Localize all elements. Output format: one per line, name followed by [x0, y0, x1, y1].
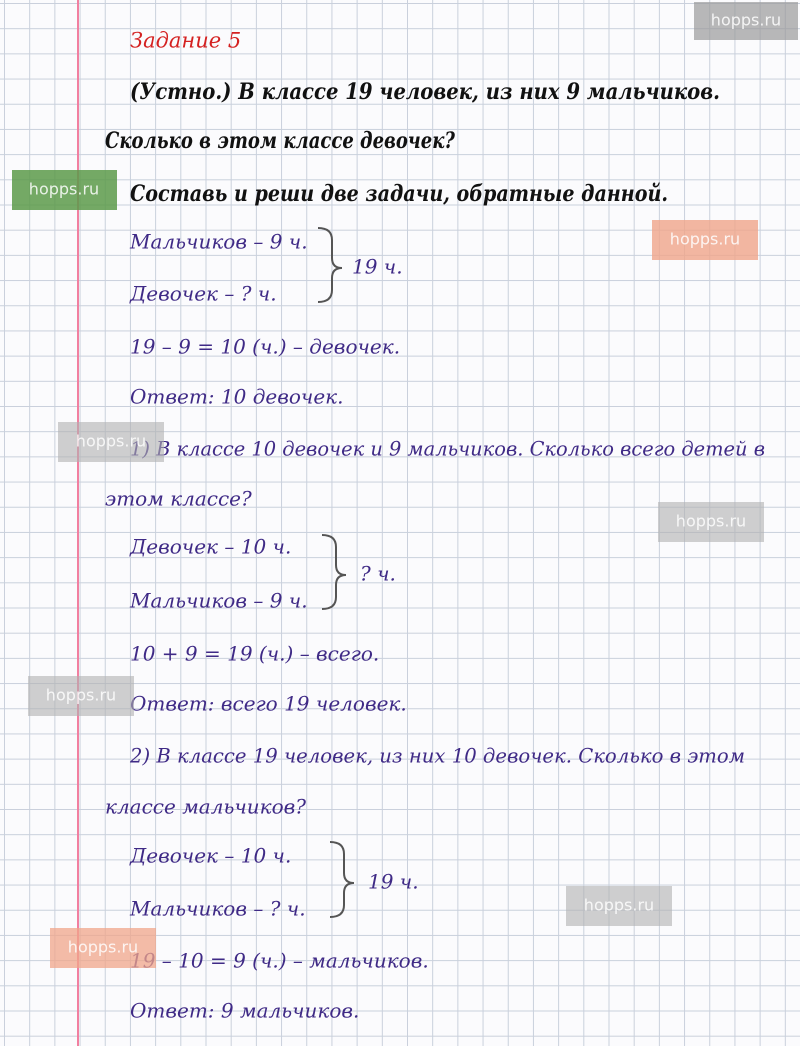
equation: 19 – 9 = 10 (ч.) – девочек. — [130, 335, 400, 359]
scheme-row: Мальчиков – ? ч. — [129, 897, 306, 921]
task-title: Задание 5 — [130, 29, 241, 53]
brace — [329, 841, 355, 918]
watermark: hopps.ru — [58, 422, 164, 462]
task-line: Сколько в этом классе девочек? — [105, 128, 456, 154]
watermark: hopps.ru — [652, 220, 758, 260]
scheme-total: ? ч. — [360, 562, 396, 586]
watermark: hopps.ru — [658, 502, 764, 542]
scheme-row: Девочек – 10 ч. — [129, 844, 291, 868]
problem-text: классе мальчиков? — [105, 795, 306, 819]
scheme-total: 19 ч. — [368, 870, 419, 894]
brace — [317, 227, 343, 303]
watermark: hopps.ru — [694, 2, 798, 40]
scheme-row: Мальчиков – 9 ч. — [129, 230, 308, 254]
watermark-text: hopps.ru — [29, 180, 99, 199]
answer: Ответ: 10 девочек. — [130, 385, 343, 409]
watermark-text: hopps.ru — [46, 686, 116, 705]
task-line: Составь и реши две задачи, обратные данн… — [130, 181, 668, 207]
scheme-total: 19 ч. — [352, 255, 403, 279]
problem-text: этом классе? — [105, 487, 252, 511]
answer: Ответ: 9 мальчиков. — [130, 999, 359, 1023]
watermark-text: hopps.ru — [76, 432, 146, 451]
scheme-row: Девочек – ? ч. — [129, 282, 277, 306]
scheme-row: Мальчиков – 9 ч. — [129, 589, 308, 613]
watermark-text: hopps.ru — [584, 896, 654, 915]
watermark: hopps.ru — [50, 928, 156, 968]
equation: 10 + 9 = 19 (ч.) – всего. — [130, 642, 379, 666]
answer: Ответ: всего 19 человек. — [130, 692, 407, 716]
watermark-text: hopps.ru — [68, 938, 138, 957]
task-line: (Устно.) В классе 19 человек, из них 9 м… — [130, 79, 720, 105]
brace — [321, 534, 347, 610]
watermark: hopps.ru — [12, 170, 117, 210]
equation: 19 – 10 = 9 (ч.) – мальчиков. — [130, 949, 429, 973]
scheme-row: Девочек – 10 ч. — [129, 535, 291, 559]
watermark-text: hopps.ru — [711, 11, 781, 30]
problem-text: 1) В классе 10 девочек и 9 мальчиков. Ск… — [130, 437, 765, 461]
watermark: hopps.ru — [566, 886, 672, 926]
problem-text: 2) В классе 19 человек, из них 10 девоче… — [129, 744, 745, 768]
watermark-text: hopps.ru — [676, 512, 746, 531]
watermark-text: hopps.ru — [670, 230, 740, 249]
watermark: hopps.ru — [28, 676, 134, 716]
